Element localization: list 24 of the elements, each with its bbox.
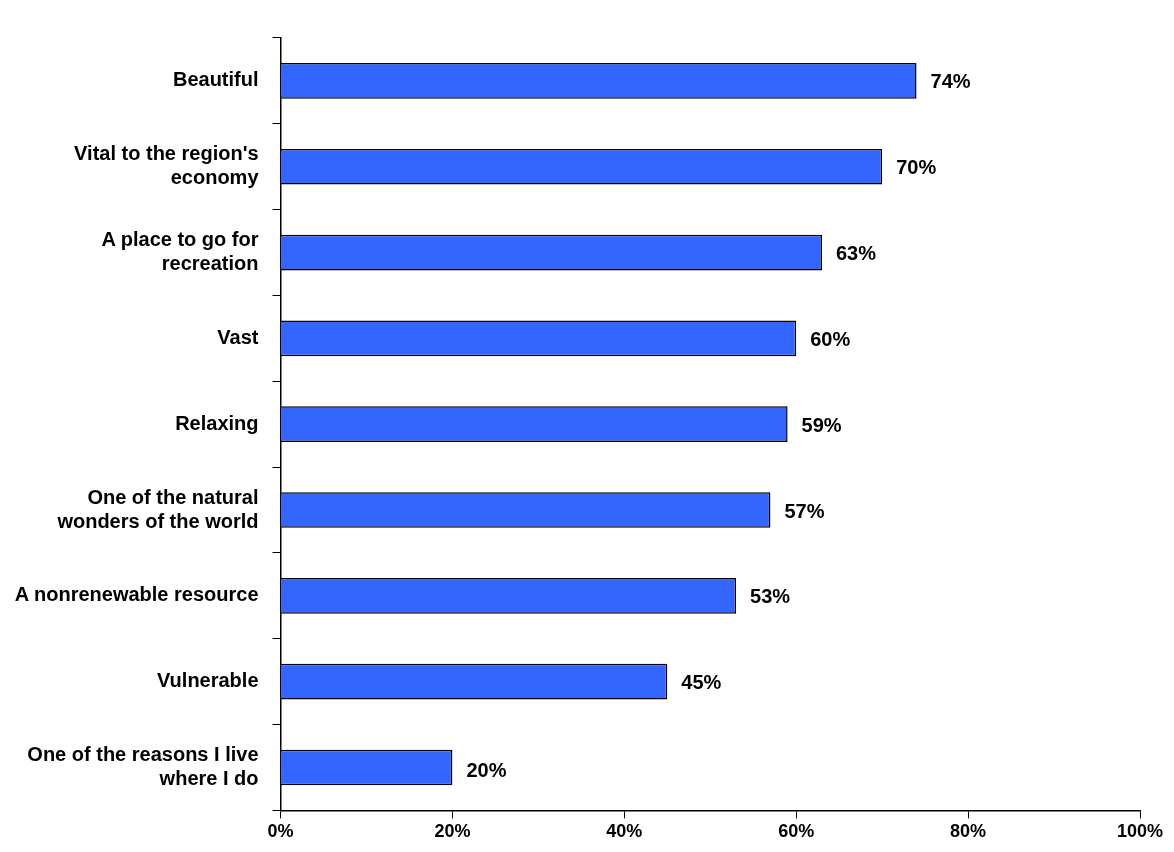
x-tick-label: 20% <box>434 821 471 842</box>
y-tick-label: Vulnerable <box>157 669 259 692</box>
x-tick-label: 40% <box>606 821 643 842</box>
data-label: 63% <box>835 242 877 265</box>
data-label: 20% <box>466 759 507 781</box>
data-label: 53% <box>750 585 791 608</box>
y-tick-label: Beautiful <box>172 68 259 91</box>
y-tick-label: A place to go for recreation <box>101 228 259 275</box>
x-tick-label: 100% <box>1116 821 1164 842</box>
y-tick-label: One of the natural wonders of the world <box>56 485 259 532</box>
y-tick-label: A nonrenewable resource <box>14 583 259 606</box>
y-tick-label: Relaxing <box>175 411 259 434</box>
y-tick-label: One of the reasons I live where I do <box>27 743 259 789</box>
data-label: 59% <box>801 413 842 436</box>
x-tick-label: 60% <box>778 821 815 842</box>
y-tick-label: Vital to the region's economy <box>74 142 260 189</box>
data-label: 60% <box>810 327 851 350</box>
data-label: 70% <box>896 156 937 179</box>
x-tick-label: 0% <box>267 821 294 842</box>
data-label: 45% <box>681 671 722 694</box>
y-tick-label: Vast <box>217 325 259 348</box>
x-tick-label: 80% <box>950 821 987 842</box>
data-label: 57% <box>784 499 825 522</box>
data-label: 74% <box>930 70 971 93</box>
